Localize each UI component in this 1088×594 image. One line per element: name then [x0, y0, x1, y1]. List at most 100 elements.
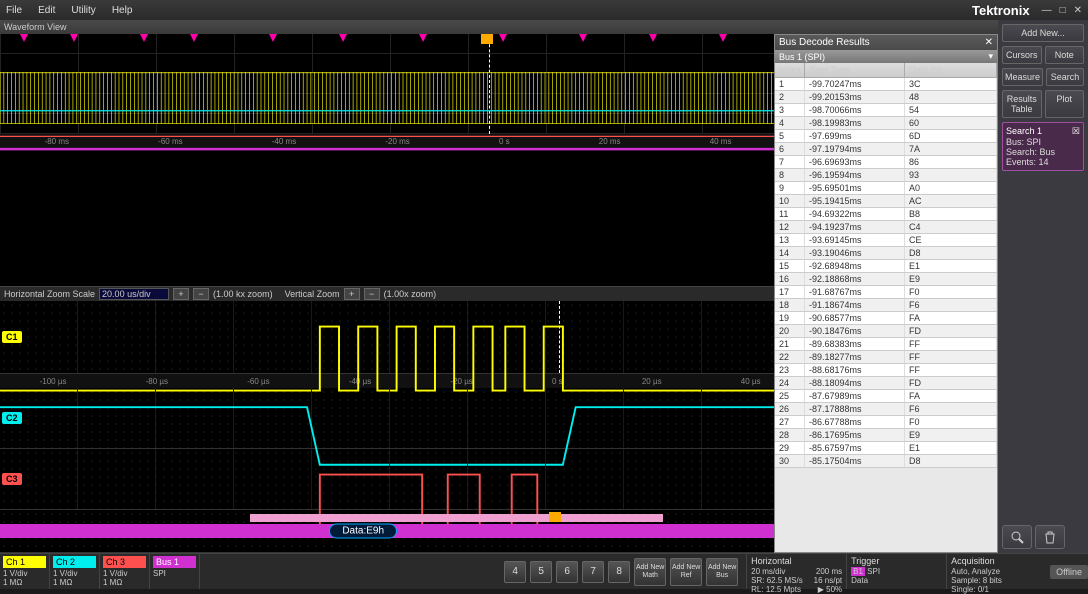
- zoom-cursor[interactable]: [559, 301, 560, 373]
- search1-close-icon[interactable]: ☒: [1072, 126, 1080, 137]
- minimize-icon[interactable]: —: [1042, 5, 1052, 16]
- channel-8-button[interactable]: 8: [608, 561, 630, 583]
- decode-row[interactable]: 2-99.20153ms48: [775, 91, 997, 104]
- channel-7-button[interactable]: 7: [582, 561, 604, 583]
- col-index[interactable]: Index: [775, 63, 805, 77]
- decode-row[interactable]: 5-97.699ms6D: [775, 130, 997, 143]
- ch3-info[interactable]: Ch 3 1 V/div 1 MΩ: [100, 554, 150, 589]
- bus1-info[interactable]: Bus 1 SPI: [150, 554, 200, 589]
- add-new-button[interactable]: Add New...: [1002, 24, 1084, 42]
- close-icon[interactable]: ✕: [1074, 5, 1082, 16]
- channel-5-button[interactable]: 5: [530, 561, 552, 583]
- search-1-badge[interactable]: Search 1☒ Bus: SPI Search: Bus Events: 1…: [1002, 122, 1084, 171]
- ch1-info[interactable]: Ch 1 1 V/div 1 MΩ: [0, 554, 50, 589]
- decode-row[interactable]: 15-92.68948msE1: [775, 260, 997, 273]
- menu-edit[interactable]: Edit: [38, 5, 55, 16]
- vzoom-plus-button[interactable]: +: [344, 288, 360, 300]
- add-bus-button[interactable]: Add New Bus: [706, 558, 738, 586]
- hzoom-plus-button[interactable]: +: [173, 288, 189, 300]
- decode-row[interactable]: 6-97.19794ms7A: [775, 143, 997, 156]
- decode-row[interactable]: 10-95.19415msAC: [775, 195, 997, 208]
- decode-bus-label[interactable]: Bus 1 (SPI): [779, 52, 825, 62]
- decode-row[interactable]: 14-93.19046msD8: [775, 247, 997, 260]
- decode-row[interactable]: 3-98.70066ms54: [775, 104, 997, 117]
- horizontal-panel[interactable]: Horizontal 20 ms/div200 ms SR: 62.5 MS/s…: [746, 554, 846, 589]
- bus-decoded-value[interactable]: Data:E9h: [329, 524, 397, 539]
- vzoom-minus-button[interactable]: −: [364, 288, 380, 300]
- decode-dropdown-icon[interactable]: ▾: [988, 51, 993, 62]
- row-data: 60: [905, 117, 997, 129]
- bus-cursor-flag-icon[interactable]: [549, 512, 561, 522]
- menu-file[interactable]: File: [6, 5, 22, 16]
- zoom-tool-button[interactable]: [1002, 525, 1032, 549]
- trigger-panel[interactable]: Trigger B1 SPI Data: [846, 554, 946, 589]
- ch2-info[interactable]: Ch 2 1 V/div 1 MΩ: [50, 554, 100, 589]
- decode-row[interactable]: 28-86.17695msE9: [775, 429, 997, 442]
- menu-help[interactable]: Help: [112, 5, 133, 16]
- decode-row[interactable]: 26-87.17888msF6: [775, 403, 997, 416]
- maximize-icon[interactable]: □: [1060, 5, 1066, 16]
- row-data: FF: [905, 338, 997, 350]
- ch1-tab[interactable]: Ch 1: [3, 556, 46, 568]
- measure-button[interactable]: Measure: [1002, 68, 1043, 86]
- decode-row[interactable]: 29-85.67597msE1: [775, 442, 997, 455]
- decode-row[interactable]: 1-99.70247ms3C: [775, 78, 997, 91]
- decode-row[interactable]: 13-93.69145msCE: [775, 234, 997, 247]
- horiz-delay: 200 ms: [816, 567, 842, 576]
- decode-row[interactable]: 11-94.69322msB8: [775, 208, 997, 221]
- col-data[interactable]: Data (h): [905, 63, 997, 77]
- offline-badge[interactable]: Offline: [1050, 565, 1088, 579]
- decode-row[interactable]: 25-87.67989msFA: [775, 390, 997, 403]
- bus1-tab[interactable]: Bus 1: [153, 556, 196, 568]
- plot-button[interactable]: Plot: [1045, 90, 1085, 118]
- decode-row[interactable]: 24-88.18094msFD: [775, 377, 997, 390]
- acq-sample: Sample: 8 bits: [951, 576, 1042, 585]
- ch2-tab[interactable]: Ch 2: [53, 556, 96, 568]
- note-button[interactable]: Note: [1045, 46, 1085, 64]
- bus-decode-panel[interactable]: Bus Decode Results ✕ Bus 1 (SPI) ▾ Index…: [774, 34, 998, 553]
- decode-row[interactable]: 18-91.18674msF6: [775, 299, 997, 312]
- decode-row[interactable]: 7-96.69693ms86: [775, 156, 997, 169]
- ch3-tab[interactable]: Ch 3: [103, 556, 146, 568]
- row-index: 26: [775, 403, 805, 415]
- trash-button[interactable]: [1035, 525, 1065, 549]
- decode-row[interactable]: 16-92.18868msE9: [775, 273, 997, 286]
- hzoom-scale-input[interactable]: [99, 288, 169, 300]
- decode-row[interactable]: 27-86.67788msF0: [775, 416, 997, 429]
- ch3-imp: 1 MΩ: [103, 578, 146, 587]
- add-math-button[interactable]: Add New Math: [634, 558, 666, 586]
- cursors-button[interactable]: Cursors: [1002, 46, 1042, 64]
- decode-row[interactable]: 4-98.19983ms60: [775, 117, 997, 130]
- row-time: -94.69322ms: [805, 208, 905, 220]
- decode-row[interactable]: 22-89.18277msFF: [775, 351, 997, 364]
- row-data: E1: [905, 442, 997, 454]
- decode-row[interactable]: 8-96.19594ms93: [775, 169, 997, 182]
- decode-row[interactable]: 17-91.68767msF0: [775, 286, 997, 299]
- decode-row[interactable]: 20-90.18476msFD: [775, 325, 997, 338]
- row-time: -85.67597ms: [805, 442, 905, 454]
- decode-row[interactable]: 23-88.68176msFF: [775, 364, 997, 377]
- hzoom-minus-button[interactable]: −: [193, 288, 209, 300]
- channel-4-button[interactable]: 4: [504, 561, 526, 583]
- decode-close-icon[interactable]: ✕: [985, 37, 993, 48]
- decode-row[interactable]: 9-95.69501msA0: [775, 182, 997, 195]
- row-index: 20: [775, 325, 805, 337]
- waveform-view-header: Waveform View: [0, 20, 998, 34]
- decode-row[interactable]: 30-85.17504msD8: [775, 455, 997, 468]
- results-table-button[interactable]: Results Table: [1002, 90, 1042, 118]
- search-button[interactable]: Search: [1046, 68, 1084, 86]
- decode-rows[interactable]: 1-99.70247ms3C2-99.20153ms483-98.70066ms…: [775, 78, 997, 552]
- ch1-vdiv: 1 V/div: [3, 569, 46, 578]
- row-data: F6: [905, 403, 997, 415]
- col-start-time[interactable]: Start Time: [805, 63, 905, 77]
- titlebar: File Edit Utility Help Tektronix — □ ✕: [0, 0, 1088, 20]
- menu-utility[interactable]: Utility: [71, 5, 95, 16]
- decode-row[interactable]: 19-90.68577msFA: [775, 312, 997, 325]
- channel-6-button[interactable]: 6: [556, 561, 578, 583]
- acquisition-panel[interactable]: Acquisition Auto, Analyze Sample: 8 bits…: [946, 554, 1046, 589]
- row-data: E1: [905, 260, 997, 272]
- decode-row[interactable]: 21-89.68383msFF: [775, 338, 997, 351]
- footer-bar: Ch 1 1 V/div 1 MΩ Ch 2 1 V/div 1 MΩ Ch 3…: [0, 553, 1088, 589]
- add-ref-button[interactable]: Add New Ref: [670, 558, 702, 586]
- decode-row[interactable]: 12-94.19237msC4: [775, 221, 997, 234]
